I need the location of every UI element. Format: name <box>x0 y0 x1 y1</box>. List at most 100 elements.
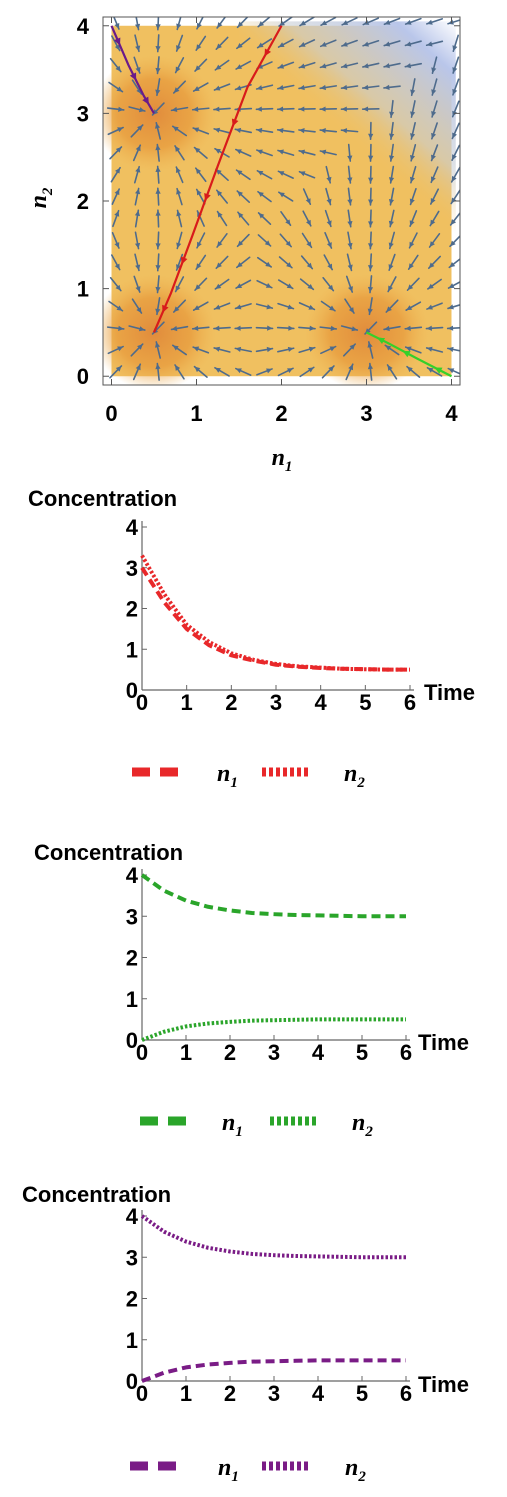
field-arrow <box>389 99 395 119</box>
chart-3-x-tick-label: 0 <box>136 1381 148 1406</box>
field-arrow <box>234 325 253 331</box>
field-arrow <box>361 106 380 112</box>
field-arrow <box>194 167 207 183</box>
field-arrow <box>196 232 206 249</box>
field-arrow <box>277 61 295 69</box>
field-arrow <box>277 38 294 48</box>
field-arrow <box>133 56 141 74</box>
field-arrow <box>319 128 338 134</box>
field-arrow <box>236 256 251 269</box>
chart-2-x-tick-label: 1 <box>180 1040 192 1065</box>
field-arrow <box>299 17 315 27</box>
chart-3-axes: 0 1 2 3 4 5 6 0 1 2 3 4 <box>126 1204 412 1406</box>
field-arrow <box>447 304 460 310</box>
field-arrow <box>255 84 274 91</box>
field-arrow <box>298 346 316 354</box>
field-arrow <box>298 106 316 112</box>
trajectory-arrowhead <box>180 256 188 265</box>
field-arrow <box>215 168 229 181</box>
chart-1-axes: 0 1 2 3 4 5 6 0 1 2 3 4 <box>126 515 416 715</box>
chart-1-x-tick-label: 4 <box>315 690 328 715</box>
field-arrow <box>108 81 124 93</box>
chart-1-x-tick-label: 5 <box>359 690 371 715</box>
field-arrow <box>130 343 144 357</box>
field-arrow <box>155 341 162 359</box>
field-arrow <box>298 302 316 311</box>
field-arrow <box>430 144 439 162</box>
field-arrow <box>446 325 460 331</box>
field-arrow <box>340 128 359 134</box>
stream-xlabel: n1 <box>272 445 293 475</box>
stream-x-tick-label: 1 <box>190 401 202 426</box>
field-arrow <box>176 17 182 31</box>
field-arrow <box>109 365 123 379</box>
field-arrow <box>386 364 398 380</box>
field-arrow <box>298 84 316 91</box>
field-arrow <box>234 303 252 310</box>
field-arrow <box>235 279 252 289</box>
field-arrow <box>342 343 357 357</box>
chart-3-ylabel: Concentration <box>22 1182 171 1207</box>
field-arrow <box>383 17 401 26</box>
field-arrow <box>298 128 316 134</box>
field-arrow <box>108 300 124 312</box>
chart-3-x-tick-label: 3 <box>268 1381 280 1406</box>
field-arrow <box>155 275 161 294</box>
field-arrow <box>406 365 421 378</box>
field-arrow <box>278 256 293 269</box>
field-arrow <box>176 209 183 228</box>
field-arrow <box>425 346 444 353</box>
field-arrow <box>257 234 272 247</box>
chart-1-x-tick-label: 0 <box>136 690 148 715</box>
field-arrow <box>277 279 294 290</box>
field-arrow <box>257 190 272 203</box>
field-arrow <box>176 187 183 206</box>
field-arrow <box>367 341 374 359</box>
field-arrow <box>256 38 273 49</box>
field-arrow <box>368 209 374 228</box>
field-arrow <box>409 210 418 227</box>
field-arrow <box>214 278 230 290</box>
timeseries-chart-2: Concentration Time n1 n2 0 1 2 3 4 5 6 0 1 2 3 4 <box>34 840 469 1140</box>
stream-x-ticks: 0 1 2 3 4 <box>105 17 458 426</box>
field-arrow <box>347 209 353 228</box>
field-arrow <box>368 143 374 162</box>
stream-y-tick-label: 0 <box>77 364 89 389</box>
field-arrow <box>155 165 161 184</box>
field-arrow <box>109 146 123 160</box>
field-arrow <box>341 39 358 47</box>
field-arrow <box>340 325 359 332</box>
field-arrow <box>324 209 332 228</box>
field-arrow <box>174 145 185 161</box>
field-arrow <box>277 170 294 179</box>
field-arrow <box>431 100 438 118</box>
field-arrow <box>321 365 335 379</box>
field-arrow <box>155 253 161 272</box>
field-arrow <box>128 106 146 113</box>
chart-3-xlabel: Time <box>418 1372 469 1397</box>
chart-1-ylabel: Concentration <box>28 486 177 511</box>
field-arrow <box>155 297 161 316</box>
field-arrow <box>388 231 396 250</box>
field-arrow <box>388 253 396 271</box>
field-arrow <box>110 254 121 271</box>
field-arrow <box>384 344 400 356</box>
field-arrow <box>448 257 460 269</box>
field-arrow <box>192 82 209 92</box>
field-arrow <box>172 80 187 94</box>
field-arrow <box>194 58 208 72</box>
field-arrow <box>431 56 438 75</box>
field-arrow <box>325 187 332 206</box>
chart-2-series-n2 <box>141 1017 406 1042</box>
field-arrow <box>347 143 353 162</box>
field-arrow <box>133 165 141 184</box>
field-arrow <box>344 298 355 314</box>
field-arrow <box>155 78 161 97</box>
field-arrow <box>194 277 208 291</box>
field-arrow <box>298 170 316 179</box>
field-arrow <box>409 187 417 206</box>
field-arrow <box>449 211 460 226</box>
chart-2-x-tick-label: 5 <box>356 1040 368 1065</box>
chart-2-x-tick-label: 0 <box>136 1040 148 1065</box>
field-arrow <box>213 325 231 331</box>
